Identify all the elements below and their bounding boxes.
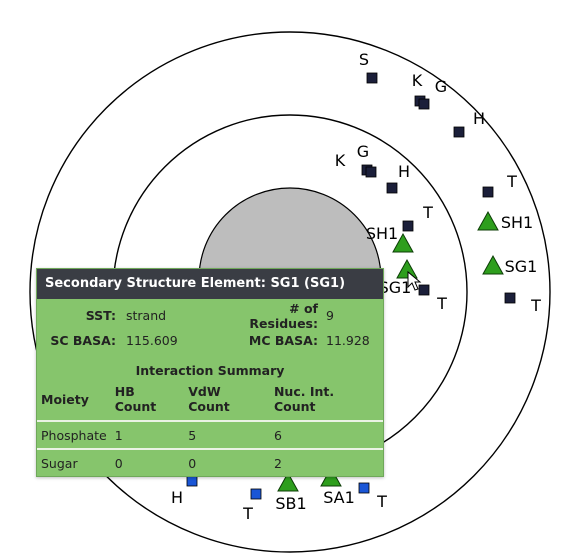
residue-square-marker[interactable] xyxy=(386,182,398,194)
cell-moiety: Phosphate xyxy=(37,421,111,450)
table-row: Phosphate 1 5 6 xyxy=(37,421,383,450)
residue-square-marker[interactable] xyxy=(504,292,516,304)
residue-label: H xyxy=(398,162,410,181)
residue-label: SB1 xyxy=(275,494,306,513)
tooltip-title: Secondary Structure Element: SG1 (SG1) xyxy=(37,269,383,299)
residue-label: SG1 xyxy=(505,257,538,276)
residues-value: 9 xyxy=(326,308,334,323)
mc-basa-value: 11.928 xyxy=(326,333,370,348)
cell-nuc: 6 xyxy=(269,421,383,450)
residue-square-marker[interactable] xyxy=(366,72,378,84)
residue-square-marker[interactable] xyxy=(250,488,262,500)
residue-label: T xyxy=(422,203,433,222)
residue-square-marker[interactable] xyxy=(358,482,370,494)
col-moiety: Moiety xyxy=(37,379,111,422)
sc-basa-key: SC BASA: xyxy=(50,333,116,348)
residue-label: SG1 xyxy=(379,278,412,297)
residue-label: T xyxy=(242,504,253,523)
outer-ring xyxy=(29,31,551,553)
residue-label: G xyxy=(435,77,447,96)
col-hb-count: HB Count xyxy=(110,379,185,422)
cell-vdw: 5 xyxy=(184,421,270,450)
residue-label: K xyxy=(335,151,346,170)
cell-moiety: Sugar xyxy=(41,455,78,471)
sst-key: SST: xyxy=(85,308,116,323)
residue-label: T xyxy=(436,294,447,313)
residues-key: # of Residues: xyxy=(249,300,318,331)
cell-hb: 0 xyxy=(114,455,123,471)
mc-basa-key: MC BASA: xyxy=(248,333,318,348)
sse-triangle-marker[interactable] xyxy=(477,210,499,231)
sse-triangle-marker[interactable] xyxy=(396,258,418,279)
mouse-cursor-icon xyxy=(407,270,422,291)
residue-label: SH1 xyxy=(366,224,398,243)
residue-square-marker[interactable] xyxy=(186,475,198,487)
tooltip-row-basa: SC BASA: 115.609 MC BASA: 11.928 xyxy=(37,328,383,353)
residue-label: K xyxy=(412,71,423,90)
residue-label: SA1 xyxy=(323,488,355,507)
col-vdw-count: VdW Count xyxy=(184,379,270,422)
residue-square-marker[interactable] xyxy=(418,284,430,296)
residue-square-marker[interactable] xyxy=(418,98,430,110)
residue-label: H xyxy=(171,488,183,507)
sse-triangle-marker[interactable] xyxy=(277,471,299,492)
table-row: Sugar 0 0 2 xyxy=(37,449,383,476)
residue-square-marker[interactable] xyxy=(365,166,377,178)
residue-label: T xyxy=(530,296,541,315)
residue-square-marker[interactable] xyxy=(402,220,414,232)
col-nuc-int-count: Nuc. Int. Count xyxy=(269,379,383,422)
sse-triangle-marker[interactable] xyxy=(320,466,342,487)
cell-vdw: 0 xyxy=(188,455,197,471)
cell-hb: 1 xyxy=(110,421,185,450)
interaction-table: Moiety HB Count VdW Count Nuc. Int. Coun… xyxy=(37,379,383,476)
sse-triangle-marker[interactable] xyxy=(392,232,414,253)
table-header-row: Moiety HB Count VdW Count Nuc. Int. Coun… xyxy=(37,379,383,422)
sst-value: strand xyxy=(126,308,167,323)
sc-basa-value: 115.609 xyxy=(126,333,178,348)
residue-label: T xyxy=(376,492,387,511)
sse-triangle-marker[interactable] xyxy=(482,254,504,275)
residue-square-marker[interactable] xyxy=(453,126,465,138)
cell-nuc: 2 xyxy=(273,455,282,471)
residue-label: T xyxy=(506,172,517,191)
interaction-summary-title: Interaction Summary xyxy=(135,363,285,378)
tooltip-row-sst: SST: strand # of Residues: 9 xyxy=(37,300,383,331)
sse-tooltip: Secondary Structure Element: SG1 (SG1) S… xyxy=(36,268,384,477)
residue-label: SH1 xyxy=(501,213,533,232)
residue-label: H xyxy=(473,109,485,128)
residue-label: S xyxy=(359,50,369,69)
residue-square-marker[interactable] xyxy=(482,186,494,198)
residue-label: G xyxy=(357,142,369,161)
